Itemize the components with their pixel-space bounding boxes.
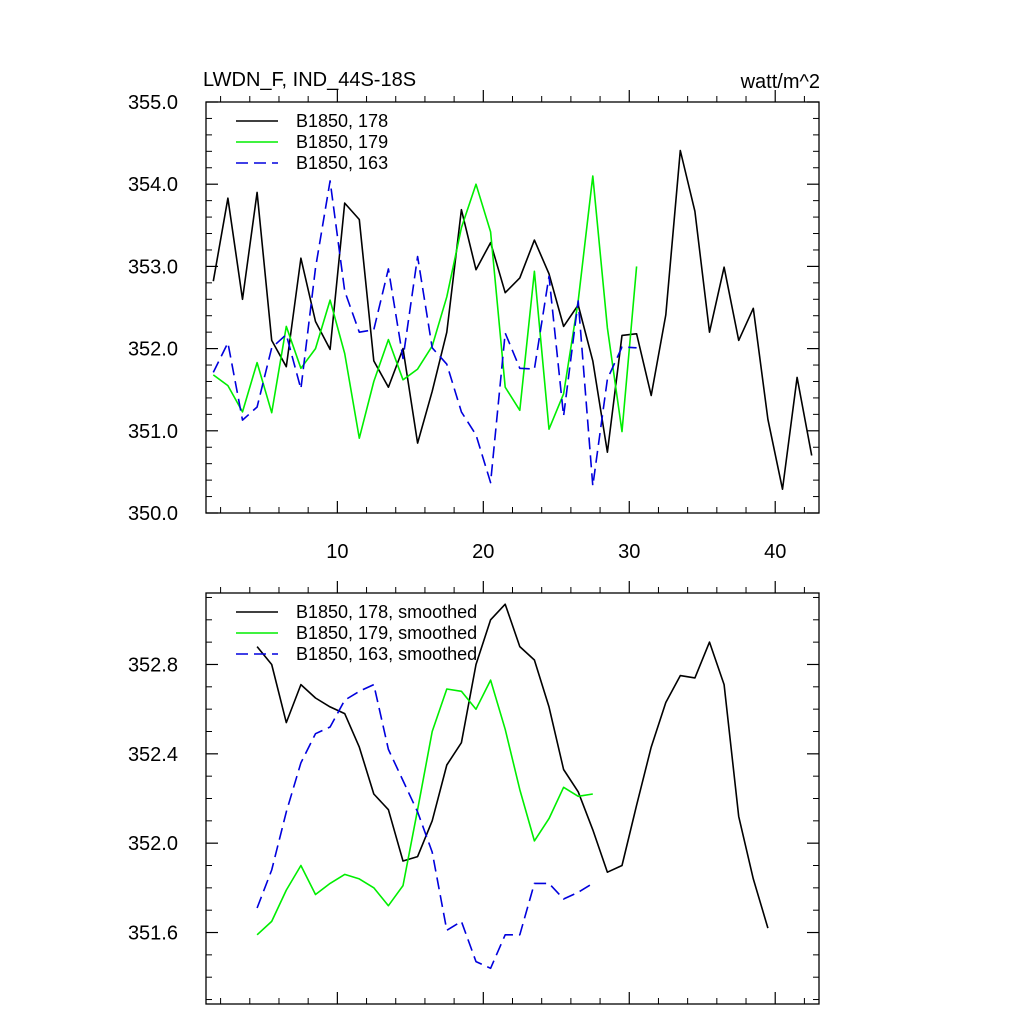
x-tick-label: 10	[326, 541, 348, 563]
top-series-lines	[212, 149, 813, 491]
y-tick-label: 352.0	[128, 339, 178, 361]
series-line	[256, 679, 593, 936]
legend-label: B1850, 163, smoothed	[296, 644, 477, 664]
series-line	[256, 683, 594, 970]
series-line	[256, 603, 769, 929]
bottom-axis-ticks: 351.6 352.0 352.4 352.8	[128, 581, 819, 1004]
x-tick-label: 30	[618, 541, 640, 563]
top-plot-frame	[205, 101, 820, 514]
legend-label: B1850, 179, smoothed	[296, 623, 477, 643]
y-tick-label: 351.6	[128, 923, 178, 945]
chart-title: LWDN_F, IND_44S-18S	[203, 69, 416, 91]
y-tick-label: 352.8	[128, 654, 178, 676]
x-tick-label: 20	[472, 541, 494, 563]
units-label: watt/m^2	[740, 71, 820, 93]
y-tick-label: 354.0	[128, 174, 178, 196]
y-tick-label: 350.0	[128, 503, 178, 525]
x-tick-label: 40	[764, 541, 786, 563]
y-tick-label: 355.0	[128, 92, 178, 114]
bottom-series-lines	[256, 603, 769, 970]
y-tick-label: 352.4	[128, 744, 178, 766]
legend-label: B1850, 178	[296, 111, 388, 131]
series-line	[212, 180, 637, 487]
bottom-panel: 351.6 352.0 352.4 352.8 B1850, 178, smoothe…	[128, 581, 820, 1005]
y-tick-label: 353.0	[128, 256, 178, 278]
y-tick-label: 351.0	[128, 421, 178, 443]
y-tick-label: 352.0	[128, 833, 178, 855]
legend-label: B1850, 178, smoothed	[296, 602, 477, 622]
bottom-plot-frame	[205, 592, 820, 1005]
top-panel: LWDN_F, IND_44S-18S watt/m^2 10 20 30 40 350…	[128, 69, 820, 563]
top-axis-ticks: 10 20 30 40 350.0 351.0 352.0 353.0 354.0 355.0	[128, 90, 819, 563]
series-line	[212, 149, 813, 491]
legend-label: B1850, 163	[296, 153, 388, 173]
legend-label: B1850, 179	[296, 132, 388, 152]
series-line	[212, 175, 638, 440]
